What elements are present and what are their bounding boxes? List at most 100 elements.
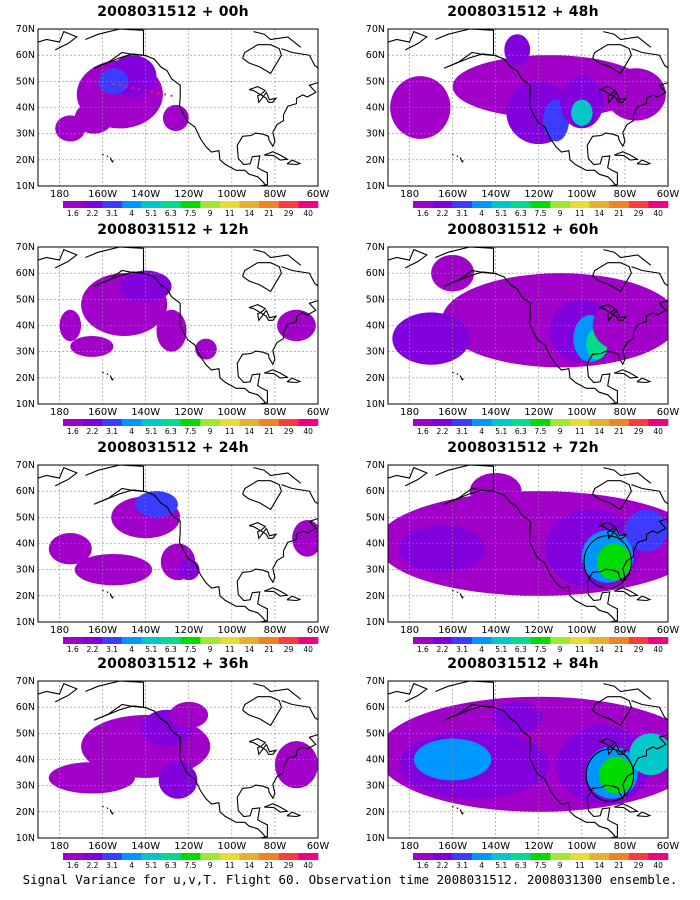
colorbar-label: 11 (575, 861, 585, 870)
colorbar-swatch (219, 637, 240, 644)
colorbar-swatch (298, 419, 319, 426)
colorbar-label: 5.1 (145, 861, 157, 870)
coastline (286, 811, 302, 818)
colorbar-swatch (550, 201, 571, 208)
lon-label: 80W (264, 189, 287, 200)
lon-label: 120W (174, 407, 203, 418)
lat-label: 20N (16, 155, 35, 166)
colorbar-label: 21 (264, 861, 274, 870)
lon-label: 120W (524, 841, 553, 852)
coastline (388, 682, 428, 703)
colorbar-label: 5.1 (495, 209, 507, 218)
colorbar-swatch (648, 419, 669, 426)
variance-map: 70N 60N 50N 40N 30N 20N 10N 180 160W 140W 120W 100W… (16, 242, 330, 436)
colorbar-swatch (161, 201, 181, 208)
colorbar-swatch (471, 853, 492, 860)
colorbar-label: 7.5 (185, 427, 197, 436)
colorbar-label: 14 (245, 209, 255, 218)
coastline (248, 86, 278, 104)
colorbar-swatch (491, 853, 512, 860)
lon-label: 160W (88, 189, 117, 200)
colorbar-label: 14 (245, 645, 255, 654)
colorbar-swatch (141, 853, 162, 860)
lon-label: 180 (50, 625, 69, 636)
coastline (456, 807, 459, 810)
colorbar-swatch (432, 637, 453, 644)
coastline (85, 681, 267, 838)
colorbar-swatch (63, 853, 83, 860)
panel-title: 2008031512 + 84h (447, 656, 599, 672)
colorbar-label: 29 (634, 645, 644, 654)
lon-label: 100W (217, 625, 246, 636)
colorbar-label: 9 (558, 861, 563, 870)
colorbar-swatch (141, 637, 162, 644)
panel-36h: 2008031512 + 36h 70N 60N 50N 40N 30N 20N 10N 18… (8, 656, 338, 871)
panel-title: 2008031512 + 36h (97, 656, 249, 672)
colorbar-label: 3.1 (106, 645, 118, 654)
lon-label: 140W (131, 407, 160, 418)
colorbar-label: 2.2 (436, 427, 448, 436)
lon-label: 80W (614, 841, 637, 852)
variance-contour (195, 338, 217, 360)
coastline (109, 809, 114, 815)
colorbar-label: 14 (245, 427, 255, 436)
variance-map: 70N 60N 50N 40N 30N 20N 10N 180 160W 140W 120W 100W… (366, 24, 680, 218)
colorbar-label: 21 (614, 645, 624, 654)
lon-label: 180 (400, 189, 419, 200)
lat-label: 50N (16, 728, 35, 739)
target-circle (583, 535, 632, 589)
coastline (319, 77, 334, 90)
coastline (456, 373, 459, 376)
panel-title: 2008031512 + 12h (97, 222, 249, 238)
flight-track-point (112, 82, 115, 86)
colorbar-swatch (121, 637, 142, 644)
coastline (592, 262, 633, 293)
coastline (456, 591, 459, 594)
coastline (248, 738, 278, 756)
panel-title: 2008031512 + 60h (447, 222, 599, 238)
lat-label: 20N (16, 591, 35, 602)
colorbar-label: 4 (479, 861, 484, 870)
colorbar-label: 4 (479, 645, 484, 654)
colorbar-swatch (511, 201, 531, 208)
lat-label: 30N (366, 347, 385, 358)
lon-label: 120W (524, 407, 553, 418)
colorbar-label: 2.2 (86, 209, 98, 218)
colorbar-swatch (63, 637, 83, 644)
colorbar-swatch (530, 637, 551, 644)
lat-label: 60N (366, 702, 385, 713)
colorbar-swatch (278, 853, 299, 860)
lat-label: 20N (366, 373, 385, 384)
lon-label: 80W (264, 841, 287, 852)
colorbar-swatch (648, 637, 669, 644)
lat-label: 30N (16, 347, 35, 358)
colorbar-swatch (432, 853, 453, 860)
map-frame (387, 680, 669, 839)
coastline (38, 248, 78, 269)
lat-label: 60N (366, 268, 385, 279)
colorbar-label: 9 (558, 645, 563, 654)
colorbar-swatch (452, 637, 473, 644)
lat-label: 50N (366, 294, 385, 305)
coastline (109, 593, 114, 599)
lat-label: 10N (16, 833, 35, 844)
coastline (459, 157, 464, 163)
colorbar-label: 3.1 (106, 861, 118, 870)
map-frame (387, 28, 669, 187)
lon-label: 180 (50, 407, 69, 418)
lat-label: 10N (16, 399, 35, 410)
coastline (613, 587, 640, 597)
lon-label: 120W (174, 189, 203, 200)
colorbar-swatch (511, 637, 531, 644)
flight-track-point (138, 88, 141, 91)
lon-label: 100W (567, 189, 596, 200)
coastline (598, 86, 628, 104)
lon-label: 160W (88, 625, 117, 636)
lon-label: 60W (657, 189, 680, 200)
lat-label: 30N (16, 129, 35, 140)
colorbar-swatch (550, 419, 571, 426)
figure-caption: Signal Variance for u,v,T. Flight 60. Ob… (22, 872, 678, 887)
variance-contour (70, 335, 114, 357)
lat-label: 30N (16, 565, 35, 576)
lon-label: 80W (614, 407, 637, 418)
